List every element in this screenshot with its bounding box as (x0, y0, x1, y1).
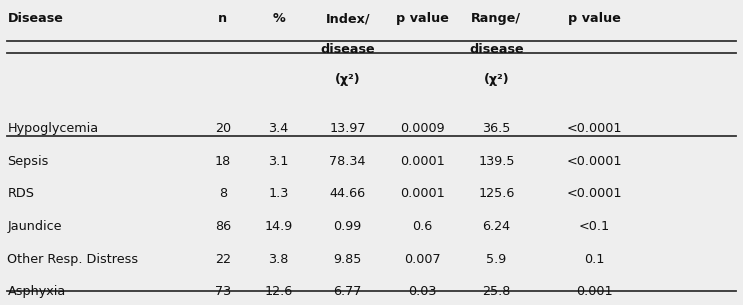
Text: Hypoglycemia: Hypoglycemia (7, 122, 99, 135)
Text: 18: 18 (215, 155, 231, 168)
Text: 6.77: 6.77 (334, 285, 362, 298)
Text: <0.0001: <0.0001 (567, 187, 622, 200)
Text: 25.8: 25.8 (482, 285, 510, 298)
Text: <0.0001: <0.0001 (567, 155, 622, 168)
Text: 8: 8 (219, 187, 227, 200)
Text: p value: p value (568, 12, 621, 25)
Text: Disease: Disease (7, 12, 63, 25)
Text: 78.34: 78.34 (329, 155, 366, 168)
Text: 13.97: 13.97 (329, 122, 366, 135)
Text: 0.6: 0.6 (412, 220, 432, 233)
Text: 22: 22 (215, 253, 231, 266)
Text: 3.4: 3.4 (268, 122, 289, 135)
Text: 14.9: 14.9 (265, 220, 293, 233)
Text: 12.6: 12.6 (265, 285, 293, 298)
Text: 139.5: 139.5 (478, 155, 515, 168)
Text: 20: 20 (215, 122, 231, 135)
Text: 0.99: 0.99 (334, 220, 362, 233)
Text: 9.85: 9.85 (334, 253, 362, 266)
Text: 1.3: 1.3 (268, 187, 289, 200)
Text: 125.6: 125.6 (478, 187, 514, 200)
Text: 86: 86 (215, 220, 231, 233)
Text: disease: disease (469, 43, 524, 56)
Text: 0.007: 0.007 (403, 253, 441, 266)
Text: (χ²): (χ²) (335, 73, 360, 86)
Text: 3.8: 3.8 (268, 253, 289, 266)
Text: 5.9: 5.9 (486, 253, 507, 266)
Text: 0.0001: 0.0001 (400, 155, 444, 168)
Text: 3.1: 3.1 (268, 155, 289, 168)
Text: (χ²): (χ²) (484, 73, 509, 86)
Text: p value: p value (395, 12, 449, 25)
Text: %: % (272, 12, 285, 25)
Text: Range/: Range/ (471, 12, 522, 25)
Text: Other Resp. Distress: Other Resp. Distress (7, 253, 138, 266)
Text: Jaundice: Jaundice (7, 220, 62, 233)
Text: 44.66: 44.66 (330, 187, 366, 200)
Text: 6.24: 6.24 (482, 220, 510, 233)
Text: n: n (218, 12, 227, 25)
Text: 36.5: 36.5 (482, 122, 510, 135)
Text: 0.0001: 0.0001 (400, 187, 444, 200)
Text: 0.0009: 0.0009 (400, 122, 444, 135)
Text: 0.1: 0.1 (584, 253, 605, 266)
Text: 0.03: 0.03 (408, 285, 436, 298)
Text: 0.001: 0.001 (576, 285, 613, 298)
Text: Index/: Index/ (325, 12, 370, 25)
Text: RDS: RDS (7, 187, 34, 200)
Text: 73: 73 (215, 285, 231, 298)
Text: <0.0001: <0.0001 (567, 122, 622, 135)
Text: Sepsis: Sepsis (7, 155, 49, 168)
Text: disease: disease (320, 43, 375, 56)
Text: <0.1: <0.1 (579, 220, 610, 233)
Text: Asphyxia: Asphyxia (7, 285, 65, 298)
